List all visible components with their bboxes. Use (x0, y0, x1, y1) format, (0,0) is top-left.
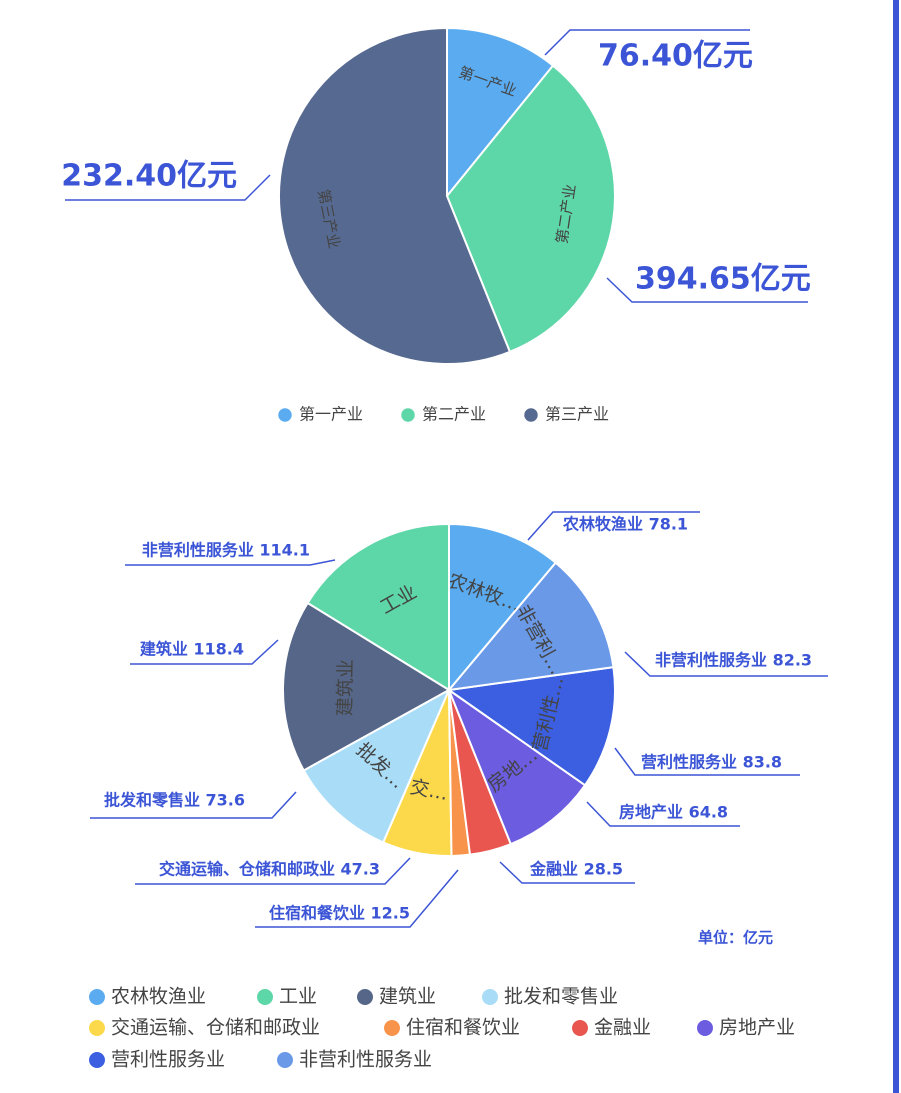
callout-line (65, 174, 271, 201)
value-label: 394.65亿元 (635, 262, 811, 297)
callout-line (544, 29, 750, 56)
legend-label: 交通运输、仓储和邮政业 (111, 1017, 320, 1039)
legend-marker (357, 989, 373, 1005)
legend-label: 住宿和餐饮业 (406, 1017, 520, 1039)
pie-slice (302, 687, 452, 844)
value-label: 非营利性服务业 114.1 (142, 541, 310, 560)
legend-label: 批发和零售业 (504, 986, 618, 1008)
legend-marker (89, 1020, 105, 1036)
pie-slice (445, 64, 616, 354)
legend-marker (401, 408, 415, 422)
legend-marker (697, 1020, 713, 1036)
legend-label: 房地产业 (719, 1017, 795, 1039)
legend-label: 第二产业 (422, 405, 486, 424)
legend-label: 农林牧渔业 (111, 986, 206, 1008)
pie-slice (282, 601, 451, 772)
callout-line (255, 869, 459, 928)
legend-marker (257, 989, 273, 1005)
value-label: 76.40亿元 (598, 39, 753, 74)
pie-slice (446, 561, 615, 692)
legend-marker (384, 1020, 400, 1036)
value-label: 金融业 28.5 (529, 860, 623, 879)
legend-marker (89, 989, 105, 1005)
callout-line (614, 747, 800, 776)
pie-slice (446, 666, 616, 787)
callout-line (527, 511, 700, 541)
legend-marker (524, 408, 538, 422)
callout-line (90, 791, 297, 819)
callout-line (125, 559, 336, 566)
value-label: 建筑业 118.4 (140, 640, 244, 659)
legend-label: 营利性服务业 (111, 1049, 225, 1071)
unit-note: 单位：亿元 (698, 929, 773, 947)
pie-slice (446, 687, 587, 846)
legend-label: 金融业 (594, 1017, 651, 1039)
value-label: 农林牧渔业 78.1 (562, 515, 688, 534)
legend-marker (278, 408, 292, 422)
legend-marker (572, 1020, 588, 1036)
pie-slice (448, 522, 558, 693)
value-label: 营利性服务业 83.8 (641, 753, 782, 772)
legend-label: 工业 (279, 986, 317, 1008)
value-label: 交通运输、仓储和邮政业 47.3 (159, 860, 380, 879)
callout-line (130, 639, 279, 665)
pie-slice (306, 522, 450, 692)
value-label: 住宿和餐饮业 12.5 (269, 904, 410, 923)
legend-label: 建筑业 (379, 986, 436, 1008)
value-label: 232.40亿元 (61, 159, 237, 194)
callout-line (499, 861, 635, 884)
legend-marker (482, 989, 498, 1005)
legend-label: 第一产业 (299, 405, 363, 424)
value-label: 非营利性服务业 82.3 (655, 651, 812, 670)
value-label: 房地产业 64.8 (619, 803, 728, 822)
callout-line (606, 277, 808, 303)
legend-label: 非营利性服务业 (299, 1049, 432, 1071)
side-bar (893, 0, 899, 1093)
pie-slice (278, 26, 512, 365)
callout-line (586, 801, 740, 827)
value-label: 批发和零售业 73.6 (104, 791, 245, 810)
slice-label: 建筑业 (334, 659, 357, 717)
legend-marker (89, 1052, 105, 1068)
legend-marker (277, 1052, 293, 1068)
callout-line (624, 651, 828, 677)
pie-slice (446, 26, 555, 199)
callout-line (135, 857, 411, 885)
legend-label: 第三产业 (545, 405, 609, 424)
